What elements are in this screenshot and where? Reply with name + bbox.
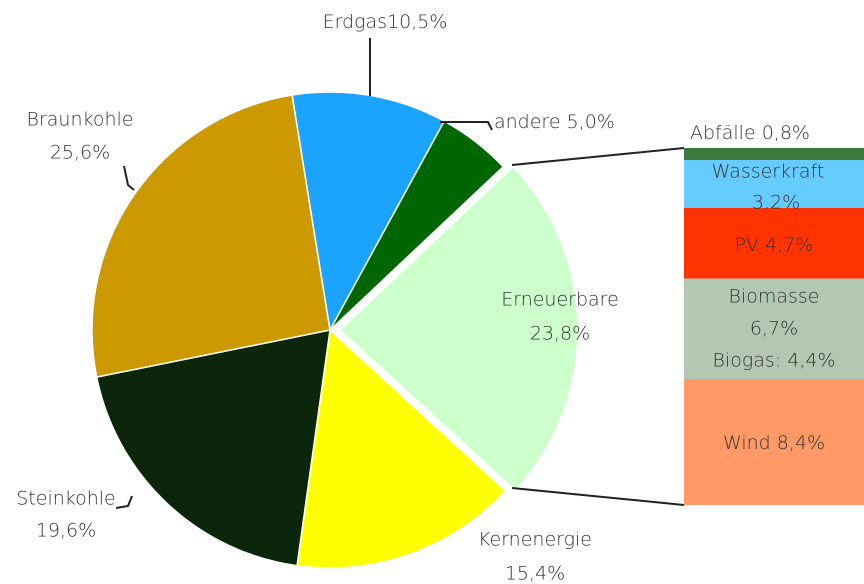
- slice-name: Steinkohle: [16, 488, 115, 510]
- breakdown-bar: [684, 148, 864, 160]
- connector-line: [511, 487, 685, 506]
- slice-value: 19,6%: [36, 520, 96, 542]
- breakdown-value: 3,2%: [752, 192, 800, 214]
- slice-name: Kernenergie: [478, 529, 592, 551]
- slice-value: 10,5%: [387, 11, 447, 33]
- pie-slice: [338, 165, 579, 492]
- breakdown-name: Abfälle: [690, 122, 756, 144]
- leader-line: [123, 165, 135, 191]
- breakdown-bar: [684, 160, 864, 208]
- breakdown-name: PV: [735, 234, 759, 256]
- slice-value: 5,0%: [567, 111, 615, 133]
- breakdown-value: 8,4%: [777, 432, 825, 454]
- annotation: Biogas: 4,4%: [713, 350, 836, 372]
- breakdown-value: 4,7%: [765, 234, 813, 256]
- breakdown-label: PV 4,7%: [735, 234, 814, 256]
- pie-slice: [296, 328, 507, 569]
- breakdown-name: Biomasse: [729, 286, 820, 308]
- breakdown-value: 0,8%: [762, 122, 810, 144]
- breakdown-label: Wind 8,4%: [723, 432, 825, 454]
- breakdown-value: 6,7%: [750, 318, 798, 340]
- breakdown-bar: [684, 278, 864, 379]
- breakdown-name: Wasserkraft: [712, 161, 825, 183]
- slice-name: Erdgas: [323, 11, 388, 33]
- connector-line: [511, 147, 685, 166]
- slice-value: 15,4%: [505, 563, 565, 584]
- slice-label: andere 5,0%: [494, 111, 615, 133]
- leader-line: [440, 121, 493, 131]
- slice-name: Braunkohle: [27, 109, 134, 131]
- breakdown-bar: [684, 208, 864, 279]
- slice-value: 25,6%: [50, 142, 110, 164]
- breakdown-label: Abfälle 0,8%: [690, 122, 810, 144]
- slice-label: Erdgas10,5%: [323, 11, 448, 33]
- slice-name: Erneuerbare: [501, 289, 619, 311]
- leader-line: [115, 495, 133, 509]
- pie-slice: [91, 94, 331, 378]
- pie-slice: [95, 329, 331, 567]
- slice-name: andere: [494, 111, 561, 133]
- breakdown-bar: [684, 379, 864, 505]
- slice-value: 23,8%: [530, 323, 590, 345]
- breakdown-name: Wind: [723, 432, 771, 454]
